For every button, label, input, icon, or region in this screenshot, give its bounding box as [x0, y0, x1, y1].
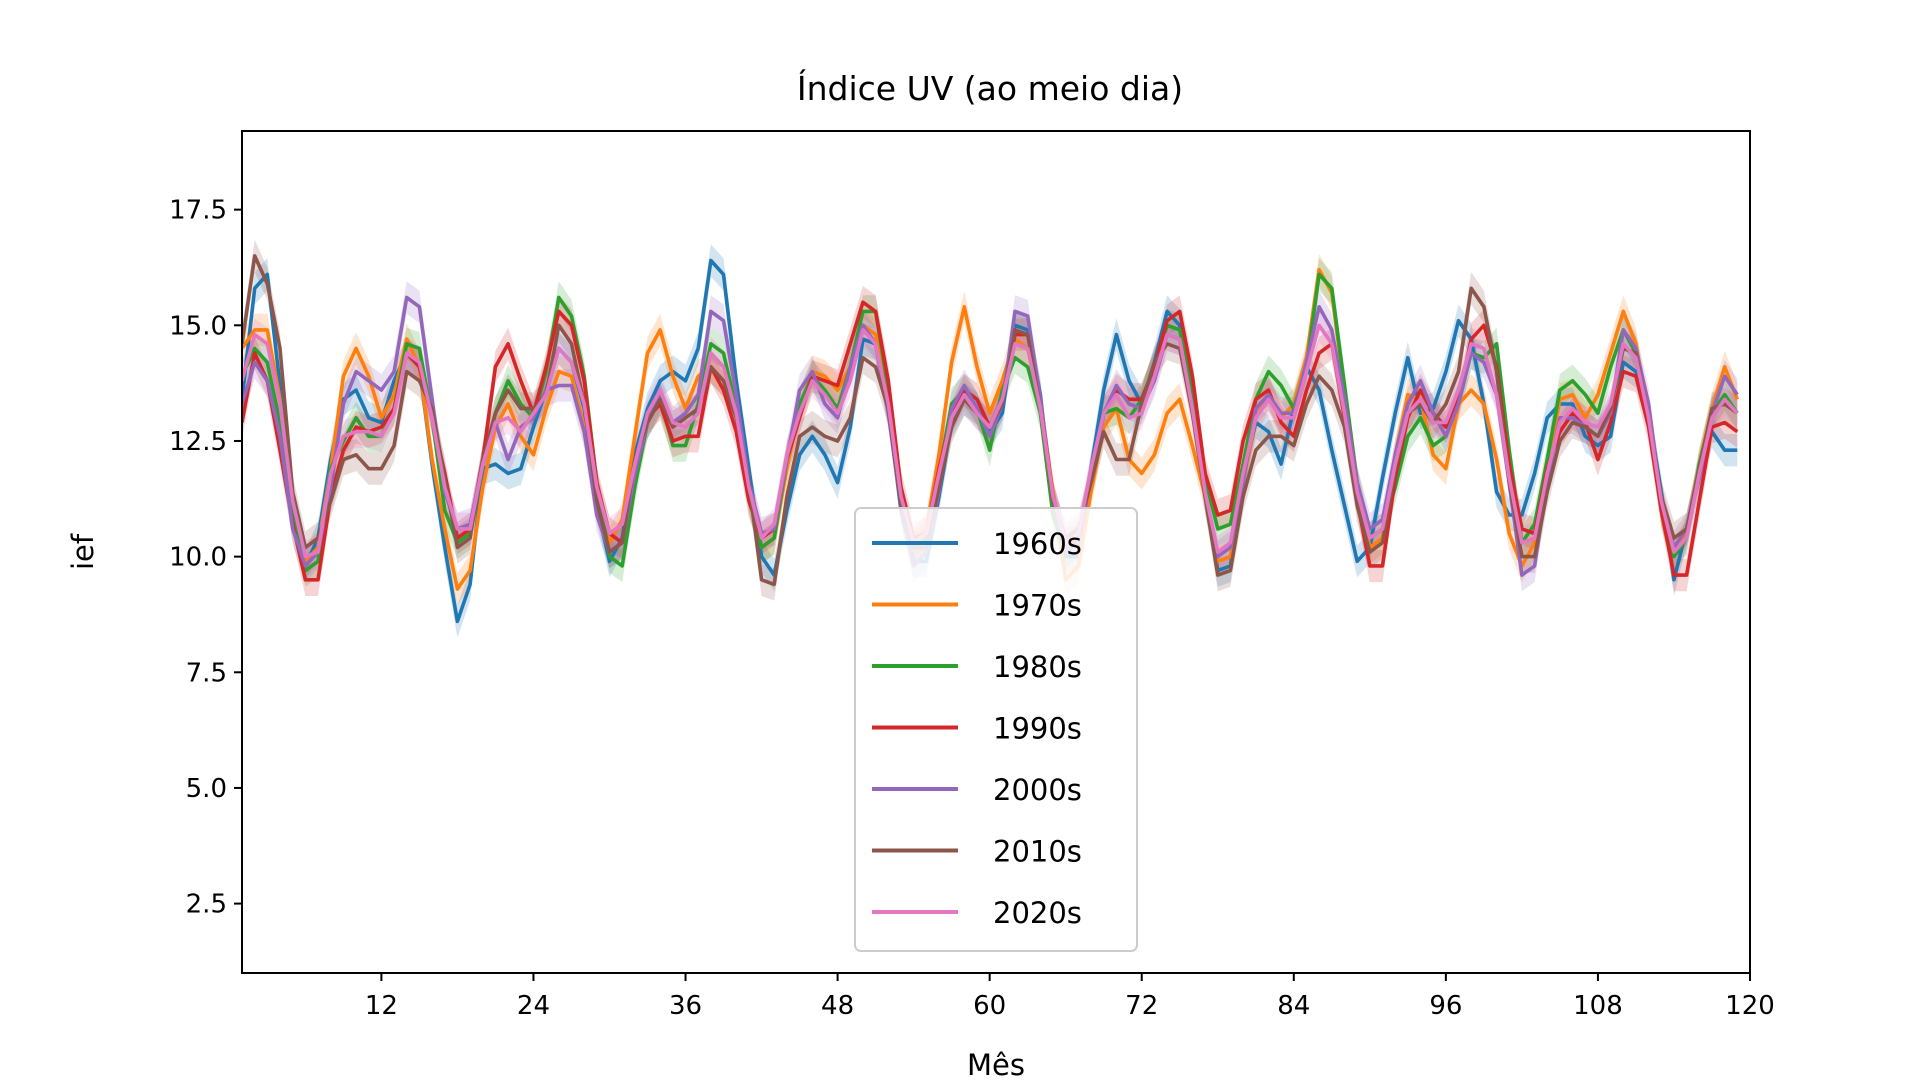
series-line-1970s: [242, 267, 1739, 591]
legend-label: 1990s: [993, 712, 1082, 746]
x-tick-label: 96: [1429, 991, 1462, 1021]
y-tick-label: 2.5: [186, 890, 227, 920]
x-tick-label: 72: [1125, 991, 1158, 1021]
y-tick-label: 7.5: [186, 658, 227, 688]
y-tick-label: 15.0: [169, 311, 227, 341]
plot-frame: [241, 130, 1751, 974]
y-axis-label: ief: [66, 533, 100, 570]
x-tick-label: 24: [517, 991, 550, 1021]
legend-label: 1960s: [993, 527, 1082, 561]
legend-label: 2020s: [993, 896, 1082, 930]
band-2010s: [242, 239, 1738, 601]
x-tick-label: 60: [973, 991, 1006, 1021]
x-tick-label: 48: [821, 991, 854, 1021]
y-tick-label: 17.5: [169, 196, 227, 226]
legend-box: [854, 507, 1138, 952]
x-tick-label: 120: [1725, 991, 1775, 1021]
legend-label: 2000s: [993, 773, 1082, 807]
legend-label: 2010s: [993, 835, 1082, 869]
y-tick-label: 10.0: [169, 543, 227, 573]
y-axis-ticks: 2.5 5.0 7.5 10.0 12.5 15.0 17.5: [169, 196, 242, 920]
legend-label: 1980s: [993, 650, 1082, 684]
x-axis-label: Mês: [967, 1048, 1025, 1080]
x-tick-label: 108: [1573, 991, 1623, 1021]
y-tick-label: 5.0: [186, 774, 227, 804]
x-tick-label: 36: [669, 991, 702, 1021]
legend: 1960s 1970s 1980s 1990s 2000s 2010s 2020s: [854, 507, 1138, 952]
x-tick-label: 12: [365, 991, 398, 1021]
chart-title: Índice UV (ao meio dia): [797, 68, 1183, 108]
series-line-2020s: [242, 323, 1739, 559]
x-axis-ticks: 12 24 36 48 60 72 84 96 108 120: [365, 973, 1775, 1021]
series-lines: [242, 254, 1739, 624]
x-tick-label: 84: [1277, 991, 1310, 1021]
legend-label: 1970s: [993, 589, 1082, 623]
y-tick-label: 12.5: [169, 427, 227, 457]
